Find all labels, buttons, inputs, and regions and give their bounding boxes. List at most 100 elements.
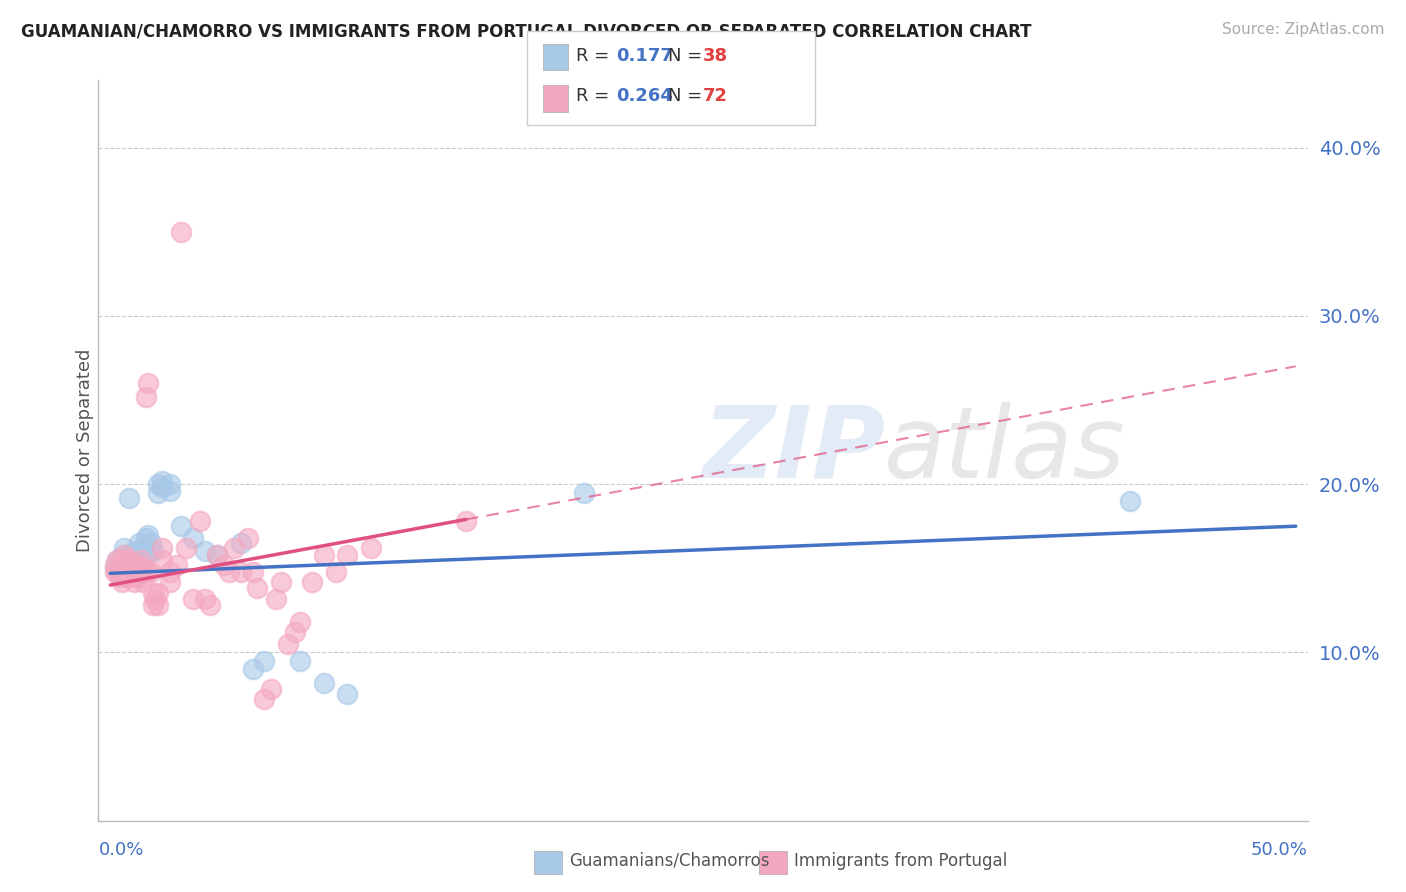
Point (125, 569, 148, 583)
Point (128, 558, 150, 572)
Point (159, 565, 181, 579)
Point (115, 569, 138, 583)
Point (181, 531, 204, 545)
Point (1119, 494, 1142, 508)
Point (229, 536, 252, 550)
Point (111, 565, 134, 579)
Point (132, 561, 155, 575)
Point (129, 565, 152, 579)
Point (194, 591, 217, 606)
Point (242, 662, 264, 676)
Point (170, 225, 193, 239)
Point (159, 477, 181, 491)
Point (336, 548, 359, 562)
Point (236, 531, 259, 545)
Point (360, 541, 382, 555)
Point (135, 548, 157, 562)
Point (222, 541, 245, 555)
Point (108, 561, 131, 575)
Y-axis label: Divorced or Separated: Divorced or Separated (76, 349, 94, 552)
Point (146, 586, 169, 600)
Point (205, 548, 228, 562)
Point (105, 565, 128, 579)
Point (170, 519, 193, 533)
Text: 0.0%: 0.0% (98, 841, 143, 859)
Point (190, 514, 212, 528)
Text: R =: R = (576, 87, 616, 105)
Point (146, 485, 169, 500)
Point (125, 565, 148, 579)
Point (181, 591, 204, 606)
Text: 0.264: 0.264 (616, 87, 672, 105)
Point (136, 527, 159, 541)
Point (146, 477, 169, 491)
Point (108, 569, 131, 583)
Point (114, 548, 136, 562)
Point (218, 565, 240, 579)
Text: Immigrants from Portugal: Immigrants from Portugal (794, 852, 1008, 870)
Point (152, 553, 174, 567)
Point (114, 565, 136, 579)
Point (253, 654, 276, 668)
Point (118, 553, 141, 567)
Text: Source: ZipAtlas.com: Source: ZipAtlas.com (1222, 22, 1385, 37)
Text: Guamanians/Chamorros: Guamanians/Chamorros (569, 852, 770, 870)
Point (114, 558, 136, 572)
Point (152, 474, 174, 488)
Point (159, 574, 181, 589)
Point (104, 561, 127, 575)
Point (114, 548, 136, 562)
Point (142, 599, 165, 613)
Point (174, 541, 197, 555)
Point (194, 544, 217, 558)
Text: 0.177: 0.177 (616, 47, 672, 65)
Point (125, 548, 148, 562)
Point (114, 541, 136, 555)
Text: atlas: atlas (884, 402, 1126, 499)
Point (159, 483, 181, 498)
Point (111, 553, 134, 567)
Point (121, 553, 143, 567)
Text: ZIP: ZIP (703, 402, 886, 499)
Point (111, 558, 134, 572)
Point (312, 548, 335, 562)
Point (146, 599, 169, 613)
Point (122, 561, 145, 575)
Point (574, 485, 596, 500)
Text: R =: R = (576, 47, 616, 65)
Point (128, 536, 150, 550)
Point (288, 654, 311, 668)
Point (104, 565, 127, 579)
Point (128, 569, 150, 583)
Point (454, 514, 477, 528)
Point (246, 582, 269, 596)
Point (105, 553, 128, 567)
Point (122, 574, 145, 589)
Point (139, 536, 162, 550)
Point (336, 688, 359, 702)
Point (260, 682, 283, 697)
Point (142, 544, 165, 558)
Point (129, 553, 152, 567)
Point (129, 553, 152, 567)
Text: GUAMANIAN/CHAMORRO VS IMMIGRANTS FROM PORTUGAL DIVORCED OR SEPARATED CORRELATION: GUAMANIAN/CHAMORRO VS IMMIGRANTS FROM PO… (21, 22, 1032, 40)
Point (135, 390, 157, 404)
Point (121, 558, 143, 572)
Point (122, 553, 145, 567)
Point (136, 376, 159, 391)
Point (115, 553, 138, 567)
Point (152, 541, 174, 555)
Text: 50.0%: 50.0% (1251, 841, 1308, 859)
Point (205, 548, 228, 562)
Point (132, 574, 155, 589)
Point (284, 625, 307, 640)
Point (264, 591, 287, 606)
Point (242, 565, 264, 579)
Point (301, 574, 323, 589)
Point (152, 480, 174, 494)
Point (288, 615, 311, 629)
Point (111, 574, 134, 589)
Point (118, 569, 141, 583)
Point (325, 565, 347, 579)
Point (277, 637, 299, 651)
